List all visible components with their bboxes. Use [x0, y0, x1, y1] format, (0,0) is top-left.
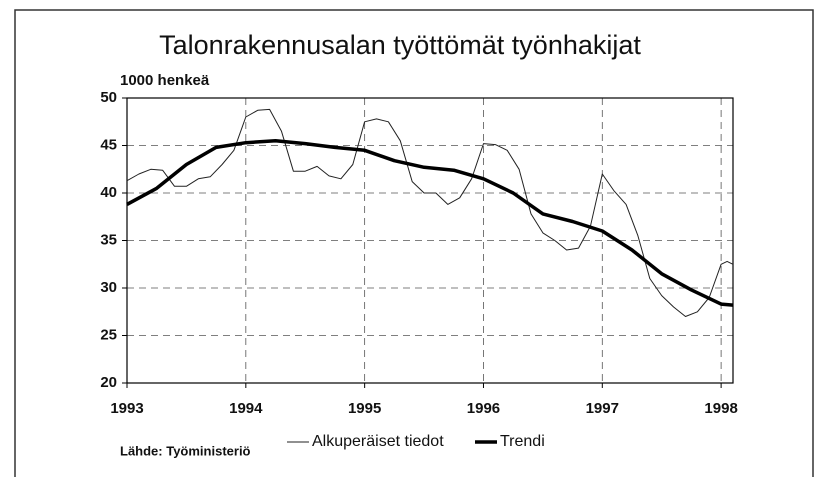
x-tick-label: 1997 [586, 400, 619, 417]
source: Lähde: Työministeriö [120, 443, 251, 458]
x-tick-label: 1993 [110, 400, 143, 417]
y-tick-label: 30 [100, 279, 117, 296]
legend-label: Alkuperäiset tiedot [312, 433, 444, 450]
legend-label: Trendi [500, 433, 545, 450]
x-tick-label: 1995 [348, 400, 381, 417]
y-tick-label: 50 [100, 89, 117, 106]
y-tick-label: 45 [100, 136, 117, 153]
series-line [126, 139, 734, 307]
series-line [126, 108, 734, 317]
y-tick-label: 40 [100, 184, 117, 201]
y-tick-label: 20 [100, 374, 117, 391]
x-tick-label: 1994 [229, 400, 263, 417]
x-tick-label: 1998 [704, 400, 737, 417]
x-tick-label: 1996 [467, 400, 500, 417]
chart-title: Talonrakennusalan työttömät työnhakijat [159, 30, 641, 60]
y-tick-label: 35 [100, 231, 117, 248]
plot-border [126, 97, 734, 384]
frame [14, 9, 814, 477]
y-axis-label: 1000 henkeä [120, 72, 210, 89]
y-tick-label: 25 [100, 326, 117, 343]
